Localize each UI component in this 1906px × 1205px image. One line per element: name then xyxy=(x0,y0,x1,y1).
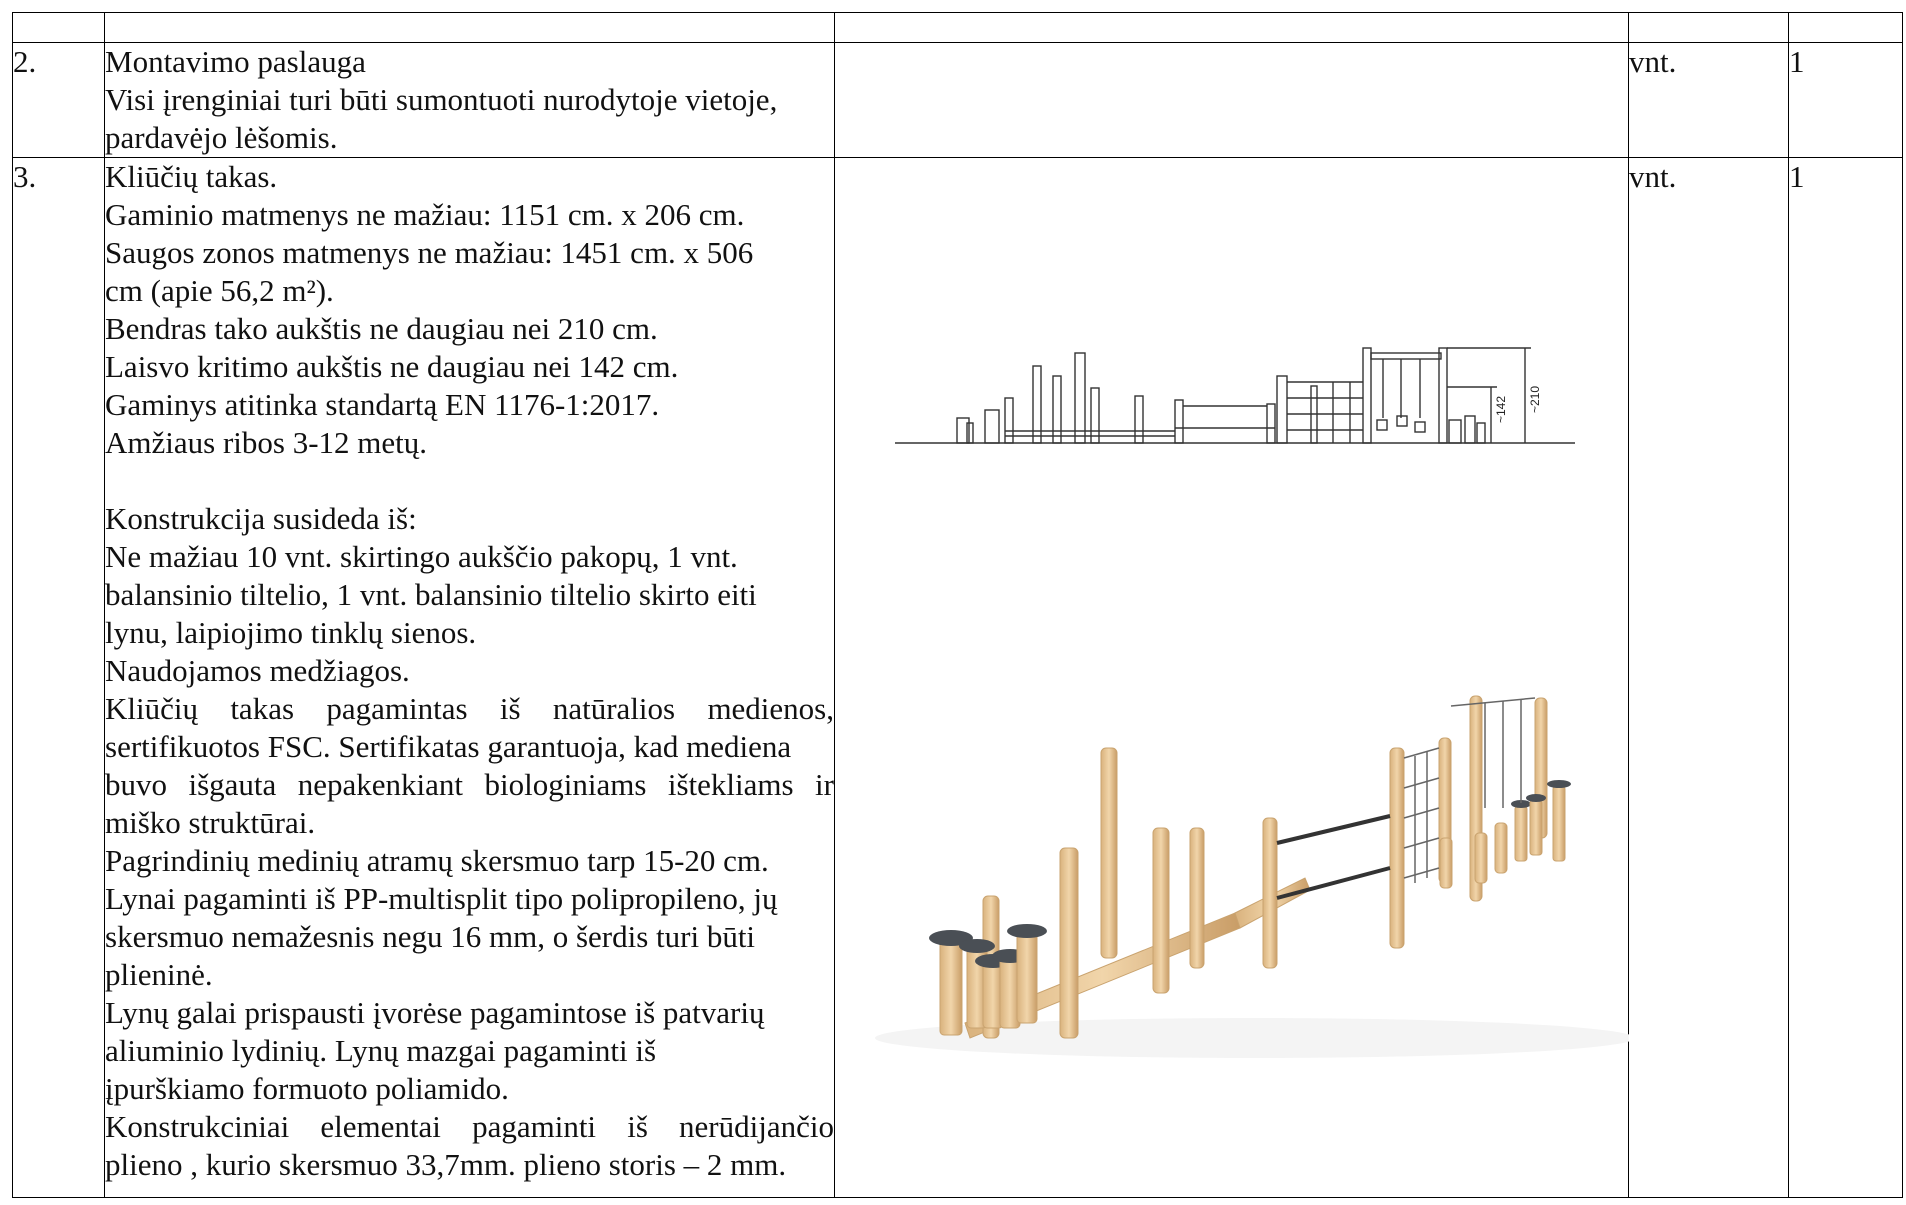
row-quantity: 1 xyxy=(1788,42,1903,158)
stepping-stumps-right xyxy=(1511,780,1571,862)
row-number: 2. xyxy=(12,42,105,158)
row-number: 3. xyxy=(12,157,105,1198)
materials-line: Kliūčių takas pagamintas iš natūralios m… xyxy=(105,691,834,726)
row-title: Montavimo paslauga xyxy=(105,44,366,79)
table-header-row xyxy=(12,12,1903,43)
row-quantity: 1 xyxy=(1788,157,1903,1198)
spec-line: Bendras tako aukštis ne daugiau nei 210 … xyxy=(105,311,658,346)
table-row: 3. Kliūčių takas. Gaminio matmenys ne ma… xyxy=(12,157,1903,1198)
row-title: Kliūčių takas. xyxy=(105,159,278,194)
image-cell xyxy=(834,42,1629,158)
row-unit: vnt. xyxy=(1628,42,1789,158)
header-cell xyxy=(104,12,835,43)
header-cell xyxy=(834,12,1629,43)
image-cell: ~142 ~210 xyxy=(834,157,1629,1198)
materials-line: skersmuo nemažesnis negu 16 mm, o šerdis… xyxy=(105,919,756,954)
elevation-drawing: ~142 ~210 xyxy=(895,347,1575,444)
header-cell xyxy=(1628,12,1789,43)
spec-line: cm (apie 56,2 m²). xyxy=(105,273,334,308)
row-description: Montavimo paslauga Visi įrenginiai turi … xyxy=(104,42,835,158)
paragraph-gap xyxy=(105,462,834,500)
spec-line: Saugos zonos matmenys ne mažiau: 1451 cm… xyxy=(105,235,754,270)
construction-line: lynu, laipiojimo tinklų sienos. xyxy=(105,615,477,650)
materials-line: Konstrukciniai elementai pagaminti iš ne… xyxy=(105,1109,834,1144)
construction-title: Konstrukcija susideda iš: xyxy=(105,501,417,536)
construction-line: Naudojamos medžiagos. xyxy=(105,653,410,688)
materials-line: Lynai pagaminti iš PP-multisplit tipo po… xyxy=(105,881,778,916)
construction-line: balansinio tiltelio, 1 vnt. balansinio t… xyxy=(105,577,757,612)
spec-line: Gaminio matmenys ne mažiau: 1151 cm. x 2… xyxy=(105,197,745,232)
obstacle-course-illustration xyxy=(875,695,1629,1058)
dimension-label-fall: ~142 xyxy=(1494,396,1508,423)
materials-line: plieno , kurio skersmuo 33,7mm. plieno s… xyxy=(105,1147,787,1182)
description-line: pardavėjo lėšomis. xyxy=(105,120,338,155)
materials-line: plieninė. xyxy=(105,957,213,992)
stepping-stumps-left xyxy=(929,924,1047,1036)
header-cell xyxy=(12,12,105,43)
dimension-label-total: ~210 xyxy=(1528,386,1542,413)
materials-line: Lynų galai prispausti įvorėse pagamintos… xyxy=(105,995,765,1030)
materials-line: sertifikuotos FSC. Sertifikatas garantuo… xyxy=(105,729,792,764)
construction-line: Ne mažiau 10 vnt. skirtingo aukščio pako… xyxy=(105,539,738,574)
row-description: Kliūčių takas. Gaminio matmenys ne mažia… xyxy=(104,157,835,1198)
table-row: 2. Montavimo paslauga Visi įrenginiai tu… xyxy=(12,42,1903,158)
climbing-net xyxy=(1403,697,1536,883)
materials-line: buvo išgauta nepakenkiant biologiniams i… xyxy=(105,767,834,802)
materials-line: miško struktūrai. xyxy=(105,805,316,840)
spec-line: Laisvo kritimo aukštis ne daugiau nei 14… xyxy=(105,349,679,384)
spec-line: Gaminys atitinka standartą EN 1176-1:201… xyxy=(105,387,660,422)
balance-ropes xyxy=(1276,814,1391,900)
specification-table: 2. Montavimo paslauga Visi įrenginiai tu… xyxy=(12,12,1903,1198)
materials-line: įpurškiamo formuoto poliamido. xyxy=(105,1071,509,1106)
spec-line: Amžiaus ribos 3-12 metų. xyxy=(105,425,428,460)
description-line: Visi įrenginiai turi būti sumontuoti nur… xyxy=(105,82,778,117)
materials-line: aliuminio lydinių. Lynų mazgai pagaminti… xyxy=(105,1033,657,1068)
header-cell xyxy=(1788,12,1903,43)
materials-line: Pagrindinių medinių atramų skersmuo tarp… xyxy=(105,843,769,878)
row-unit: vnt. xyxy=(1628,157,1789,1198)
